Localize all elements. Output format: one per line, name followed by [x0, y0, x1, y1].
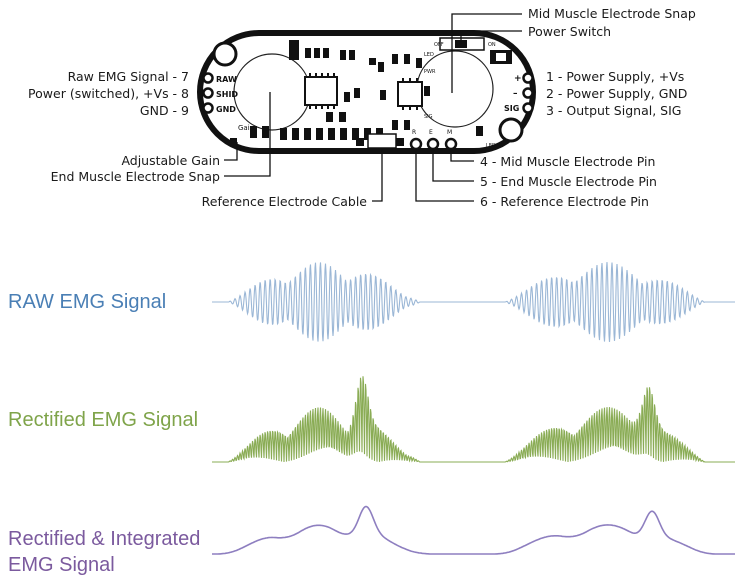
label-raw-emg-signal: RAW EMG Signal	[8, 291, 167, 313]
svg-text:SIG: SIG	[504, 104, 519, 113]
left-pin-shid: SHID	[202, 87, 238, 99]
mounting-hole-left	[212, 41, 238, 67]
raw-emg-trace	[212, 262, 735, 342]
leader-pin-m	[450, 149, 474, 162]
smd-components	[230, 40, 483, 146]
right-pin-sig: SIG	[504, 102, 534, 114]
label-power-switched-pin: Power (switched), +Vs - 8	[28, 86, 189, 101]
label-output-signal: 3 - Output Signal, SIG	[546, 103, 682, 118]
chip-2	[397, 78, 423, 110]
silk-gain: Gain	[238, 124, 254, 132]
leader-reference-cable	[372, 148, 383, 202]
leader-power-switch	[460, 30, 522, 44]
reference-cable-connector	[367, 133, 397, 149]
svg-text:R: R	[412, 129, 416, 136]
silk-sig: SIG	[424, 114, 433, 120]
svg-text:GND: GND	[216, 105, 236, 114]
integrated-emg-trace	[212, 505, 735, 555]
svg-text:M: M	[447, 129, 452, 136]
label-power-supply-vs: 1 - Power Supply, +Vs	[546, 69, 685, 84]
label-reference-cable: Reference Electrode Cable	[201, 194, 367, 209]
label-end-muscle-snap: End Muscle Electrode Snap	[50, 169, 220, 184]
left-pin-raw: RAW	[202, 72, 237, 84]
silk-off: OFF	[434, 42, 444, 48]
svg-text:+: +	[514, 74, 522, 84]
leader-mid-muscle-snap	[451, 13, 522, 93]
end-muscle-electrode-snap	[233, 53, 311, 131]
svg-text:SHID: SHID	[216, 90, 238, 99]
rectified-emg-trace	[212, 376, 735, 463]
label-reference-pin: 6 - Reference Electrode Pin	[480, 194, 649, 209]
label-mid-muscle-snap: Mid Muscle Electrode Snap	[528, 6, 696, 21]
svg-text:–: –	[513, 89, 518, 99]
chip-1	[304, 73, 338, 109]
silk-on: ON	[488, 42, 496, 48]
leader-pin-e	[432, 149, 474, 182]
label-integrated-emg-signal-line1: Rectified & Integrated	[8, 528, 201, 550]
label-power-switch: Power Switch	[528, 24, 612, 39]
mounting-hole-right	[498, 117, 524, 143]
emg-waveforms	[212, 262, 735, 555]
label-gnd-pin: GND - 9	[139, 103, 189, 118]
left-pin-gnd: GND	[202, 102, 236, 114]
leader-pin-r	[415, 149, 474, 202]
label-mid-muscle-pin: 4 - Mid Muscle Electrode Pin	[480, 154, 656, 169]
label-rectified-emg-signal: Rectified EMG Signal	[8, 409, 199, 431]
label-raw-emg-pin: Raw EMG Signal - 7	[67, 69, 189, 84]
label-end-muscle-pin: 5 - End Muscle Electrode Pin	[480, 174, 657, 189]
silk-pwr: PWR	[424, 69, 436, 75]
silk-led-2: LED	[486, 143, 496, 149]
leader-lines	[224, 13, 522, 202]
emg-sensor-board: OFF ON LED PWR SIG LED Gain RAW SHID GND…	[197, 13, 536, 202]
label-power-supply-gnd: 2 - Power Supply, GND	[546, 86, 688, 101]
label-adjustable-gain: Adjustable Gain	[121, 153, 220, 168]
label-integrated-emg-signal-line2: EMG Signal	[8, 554, 115, 576]
silk-led: LED	[424, 52, 434, 58]
right-pin-plus: +	[514, 72, 534, 84]
svg-text:RAW: RAW	[216, 75, 237, 84]
leader-end-muscle-snap	[224, 92, 271, 177]
svg-text:E: E	[429, 129, 433, 136]
right-pin-minus: –	[513, 87, 534, 99]
leader-adjustable-gain	[224, 142, 238, 161]
